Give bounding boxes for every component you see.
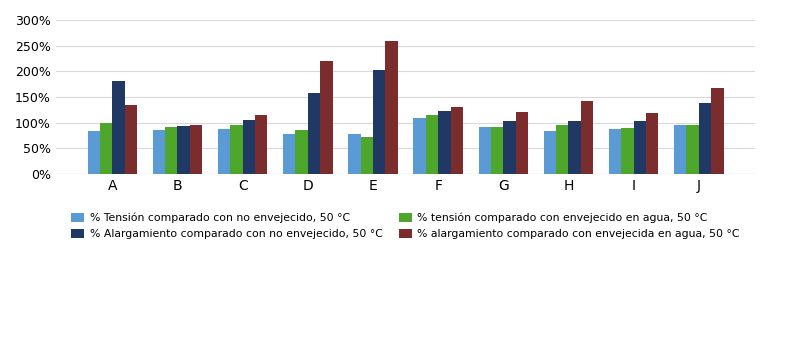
Bar bbox=[569, 121, 581, 174]
Bar bbox=[242, 120, 255, 174]
Bar bbox=[634, 121, 646, 174]
Bar bbox=[450, 107, 463, 174]
Bar bbox=[308, 93, 320, 174]
Bar bbox=[516, 112, 528, 174]
Bar bbox=[218, 129, 230, 174]
Bar bbox=[503, 121, 516, 174]
Bar bbox=[646, 113, 658, 174]
Legend: % Tensión comparado con no envejecido, 50 °C, % Alargamiento comparado con no en: % Tensión comparado con no envejecido, 5… bbox=[66, 207, 745, 244]
Bar bbox=[283, 134, 295, 174]
Bar bbox=[544, 131, 556, 174]
Bar bbox=[581, 101, 594, 174]
Bar bbox=[674, 125, 686, 174]
Bar bbox=[165, 127, 178, 174]
Bar bbox=[698, 103, 711, 174]
Bar bbox=[426, 115, 438, 174]
Bar bbox=[125, 105, 137, 174]
Bar bbox=[622, 128, 634, 174]
Bar bbox=[361, 136, 373, 174]
Bar bbox=[414, 118, 426, 174]
Bar bbox=[609, 129, 622, 174]
Bar bbox=[255, 115, 267, 174]
Bar bbox=[348, 133, 361, 174]
Bar bbox=[686, 125, 698, 174]
Bar bbox=[100, 123, 112, 174]
Bar bbox=[112, 80, 125, 174]
Bar bbox=[320, 61, 333, 174]
Bar bbox=[438, 111, 450, 174]
Bar bbox=[491, 127, 503, 174]
Bar bbox=[190, 125, 202, 174]
Bar bbox=[153, 131, 165, 174]
Bar bbox=[386, 41, 398, 174]
Bar bbox=[711, 88, 723, 174]
Bar bbox=[178, 126, 190, 174]
Bar bbox=[230, 125, 242, 174]
Bar bbox=[478, 127, 491, 174]
Bar bbox=[373, 70, 386, 174]
Bar bbox=[295, 130, 308, 174]
Bar bbox=[87, 132, 100, 174]
Bar bbox=[556, 125, 569, 174]
